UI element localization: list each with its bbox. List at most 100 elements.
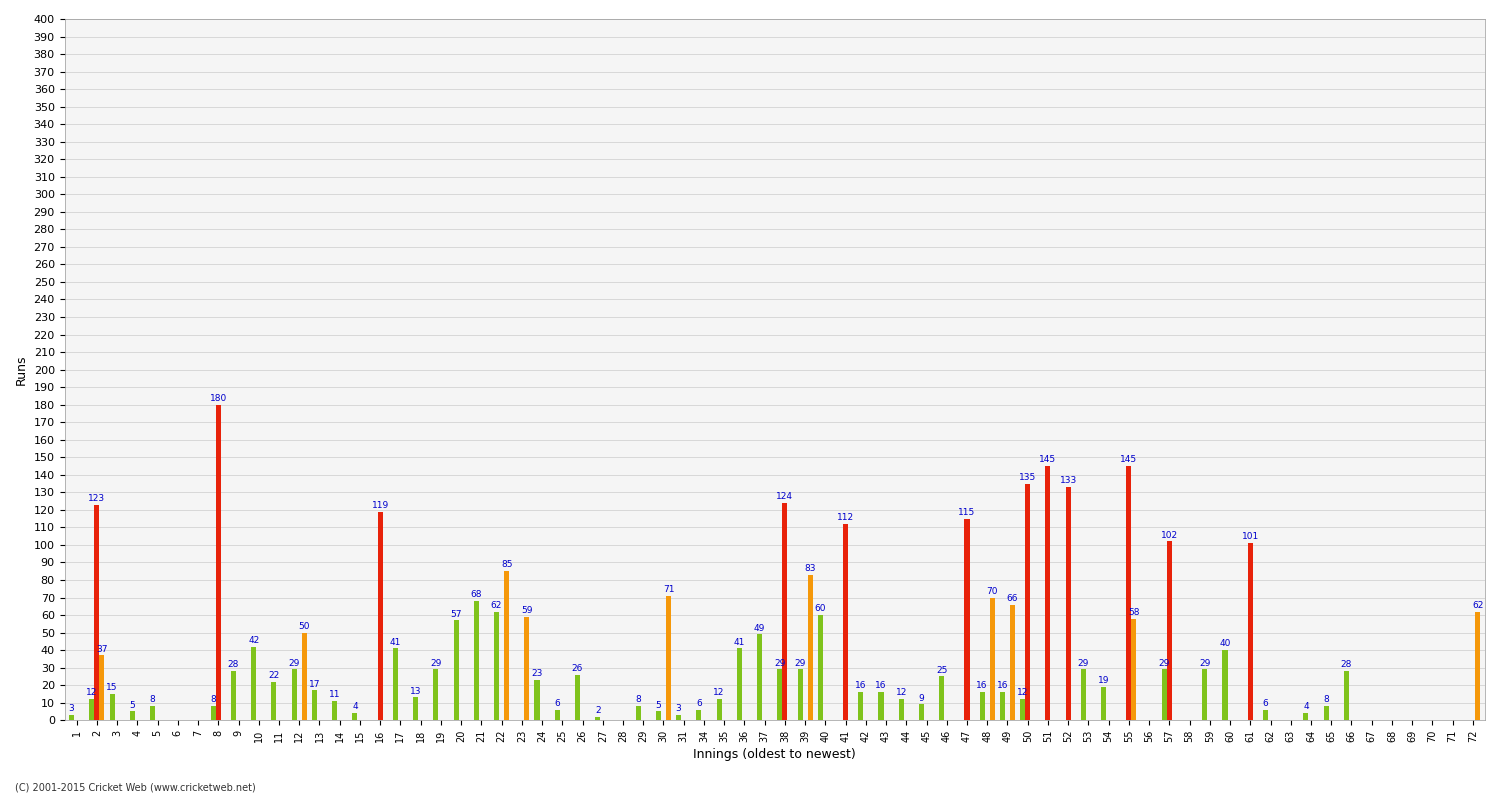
Text: (C) 2001-2015 Cricket Web (www.cricketweb.net): (C) 2001-2015 Cricket Web (www.cricketwe…: [15, 782, 255, 792]
Bar: [843, 524, 848, 720]
Bar: [94, 505, 99, 720]
Text: 145: 145: [1120, 455, 1137, 464]
Bar: [980, 692, 984, 720]
Bar: [555, 710, 560, 720]
Bar: [99, 655, 105, 720]
Text: 66: 66: [1007, 594, 1019, 602]
Text: 145: 145: [1040, 455, 1056, 464]
Bar: [758, 634, 762, 720]
Text: 37: 37: [96, 645, 108, 654]
Text: 62: 62: [1472, 601, 1484, 610]
Text: 15: 15: [106, 683, 118, 692]
Bar: [504, 571, 509, 720]
Text: 28: 28: [1341, 660, 1352, 670]
Text: 8: 8: [210, 695, 216, 705]
Bar: [1024, 483, 1030, 720]
Bar: [494, 611, 500, 720]
Text: 41: 41: [390, 638, 400, 646]
Bar: [736, 648, 742, 720]
Bar: [1000, 692, 1005, 720]
Text: 12: 12: [714, 689, 724, 698]
Bar: [272, 682, 276, 720]
Text: 25: 25: [936, 666, 948, 674]
Bar: [525, 617, 530, 720]
Bar: [574, 674, 580, 720]
Text: 83: 83: [804, 564, 816, 573]
Bar: [676, 715, 681, 720]
Text: 57: 57: [450, 610, 462, 618]
Bar: [1222, 650, 1227, 720]
Text: 19: 19: [1098, 676, 1110, 685]
Text: 101: 101: [1242, 533, 1258, 542]
Bar: [636, 706, 640, 720]
Text: 9: 9: [918, 694, 924, 702]
Bar: [1020, 699, 1025, 720]
Text: 16: 16: [855, 682, 867, 690]
Bar: [717, 699, 722, 720]
Bar: [291, 670, 297, 720]
Text: 58: 58: [1128, 608, 1140, 617]
Bar: [1065, 487, 1071, 720]
Bar: [1010, 605, 1016, 720]
Text: 8: 8: [636, 695, 640, 705]
Text: 4: 4: [1304, 702, 1308, 711]
Bar: [666, 596, 670, 720]
Bar: [332, 701, 338, 720]
Bar: [1248, 543, 1252, 720]
Bar: [433, 670, 438, 720]
Bar: [1344, 671, 1348, 720]
Text: 68: 68: [471, 590, 482, 599]
Bar: [990, 598, 994, 720]
Bar: [596, 717, 600, 720]
Text: 42: 42: [248, 636, 259, 645]
Text: 49: 49: [754, 623, 765, 633]
Bar: [818, 615, 824, 720]
Text: 3: 3: [676, 704, 681, 714]
Text: 29: 29: [795, 658, 806, 668]
Text: 112: 112: [837, 513, 854, 522]
Bar: [130, 711, 135, 720]
X-axis label: Innings (oldest to newest): Innings (oldest to newest): [693, 748, 856, 761]
Bar: [783, 503, 788, 720]
Text: 29: 29: [774, 658, 786, 668]
Bar: [413, 698, 419, 720]
Bar: [1202, 670, 1208, 720]
Text: 50: 50: [298, 622, 310, 631]
Text: 115: 115: [958, 508, 975, 517]
Text: 16: 16: [996, 682, 1008, 690]
Text: 102: 102: [1161, 530, 1178, 540]
Bar: [534, 680, 540, 720]
Bar: [378, 512, 382, 720]
Text: 12: 12: [896, 689, 908, 698]
Bar: [898, 699, 904, 720]
Text: 133: 133: [1059, 476, 1077, 486]
Bar: [231, 671, 236, 720]
Bar: [920, 705, 924, 720]
Bar: [656, 711, 662, 720]
Text: 8: 8: [1323, 695, 1329, 705]
Text: 26: 26: [572, 664, 584, 673]
Text: 70: 70: [987, 586, 998, 596]
Text: 29: 29: [1077, 658, 1089, 668]
Bar: [474, 601, 478, 720]
Bar: [1046, 466, 1050, 720]
Bar: [1323, 706, 1329, 720]
Text: 3: 3: [69, 704, 75, 714]
Bar: [939, 676, 944, 720]
Bar: [90, 699, 94, 720]
Text: 29: 29: [1158, 658, 1170, 668]
Bar: [1263, 710, 1268, 720]
Bar: [696, 710, 702, 720]
Text: 6: 6: [555, 699, 560, 708]
Bar: [1101, 687, 1106, 720]
Bar: [453, 620, 459, 720]
Text: 16: 16: [976, 682, 988, 690]
Text: 23: 23: [531, 669, 543, 678]
Bar: [69, 715, 74, 720]
Bar: [393, 648, 398, 720]
Text: 8: 8: [150, 695, 156, 705]
Text: 71: 71: [663, 585, 675, 594]
Text: 5: 5: [656, 701, 662, 710]
Text: 6: 6: [1263, 699, 1269, 708]
Text: 41: 41: [734, 638, 746, 646]
